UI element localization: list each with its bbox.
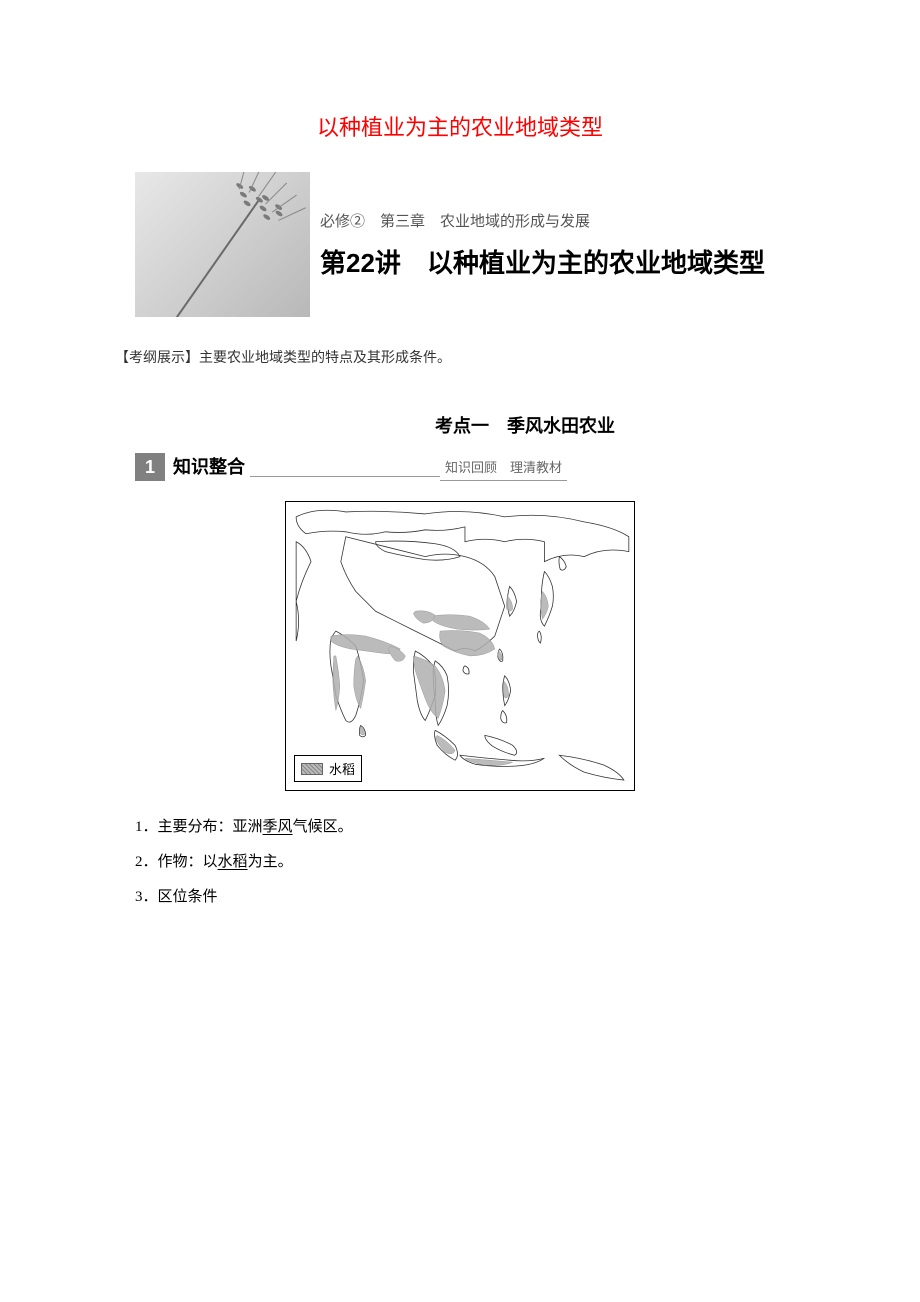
exam-outline-content: 主要农业地域类型的特点及其形成条件。 bbox=[199, 351, 451, 366]
item-suffix: 为主。 bbox=[248, 854, 293, 870]
item-label: 主要分布： bbox=[158, 819, 233, 835]
list-item: 1．主要分布：亚洲季风气候区。 bbox=[135, 811, 920, 844]
header-section: 必修② 第三章 农业地域的形成与发展 第22讲 以种植业为主的农业地域类型 bbox=[135, 172, 920, 317]
item-number: 1． bbox=[135, 819, 158, 835]
section-subtitle: 知识回顾 理清教材 bbox=[440, 457, 567, 481]
item-underline: 季风 bbox=[263, 819, 293, 835]
chapter-info: 必修② 第三章 农业地域的形成与发展 bbox=[320, 210, 765, 231]
lecture-title-text: 以种植业为主的农业地域类型 bbox=[427, 248, 765, 278]
knowledge-bar: 1 知识整合 知识回顾 理清教材 bbox=[135, 453, 920, 481]
legend-swatch bbox=[301, 763, 323, 775]
divider-line bbox=[250, 476, 440, 477]
content-list: 1．主要分布：亚洲季风气候区。 2．作物：以水稻为主。 3．区位条件 bbox=[135, 811, 920, 914]
item-prefix: 亚洲 bbox=[233, 819, 263, 835]
item-underline: 水稻 bbox=[218, 854, 248, 870]
list-item: 3．区位条件 bbox=[135, 881, 920, 914]
item-label: 作物： bbox=[158, 854, 203, 870]
lecture-title: 第22讲 以种植业为主的农业地域类型 bbox=[320, 243, 765, 280]
list-item: 2．作物：以水稻为主。 bbox=[135, 846, 920, 879]
map-legend: 水稻 bbox=[294, 755, 362, 782]
asia-map: 水稻 bbox=[285, 501, 635, 791]
section-number-box: 1 bbox=[135, 453, 165, 481]
item-suffix: 气候区。 bbox=[293, 819, 353, 835]
map-svg bbox=[286, 502, 634, 790]
legend-label: 水稻 bbox=[329, 759, 355, 778]
wheat-photo bbox=[135, 172, 310, 317]
exam-outline-label: 【考纲展示】 bbox=[115, 351, 199, 366]
lecture-number: 第22讲 bbox=[320, 248, 401, 278]
exam-outline: 【考纲展示】主要农业地域类型的特点及其形成条件。 bbox=[115, 347, 920, 367]
page-title: 以种植业为主的农业地域类型 bbox=[0, 110, 920, 142]
header-text-block: 必修② 第三章 农业地域的形成与发展 第22讲 以种植业为主的农业地域类型 bbox=[320, 210, 765, 280]
item-label: 区位条件 bbox=[158, 889, 218, 905]
item-number: 2． bbox=[135, 854, 158, 870]
item-prefix: 以 bbox=[203, 854, 218, 870]
section-title: 知识整合 bbox=[173, 453, 245, 481]
topic-header: 考点一 季风水田农业 bbox=[130, 412, 920, 438]
item-number: 3． bbox=[135, 889, 158, 905]
